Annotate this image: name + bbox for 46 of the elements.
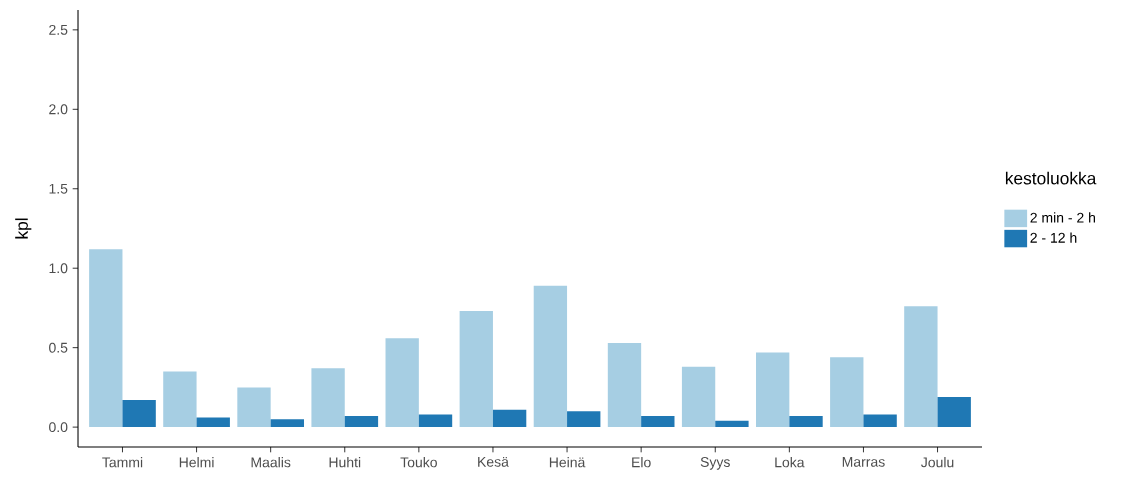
y-tick-label: 1.5	[49, 183, 68, 194]
bar	[385, 338, 419, 428]
x-tick-label: Joulu	[921, 457, 954, 468]
bar	[533, 285, 568, 428]
bar	[904, 306, 938, 428]
bar	[607, 342, 642, 428]
bar	[344, 416, 379, 428]
bar	[830, 357, 864, 428]
x-tick-label: Syys	[700, 457, 730, 470]
y-tick-label: 0.0	[49, 422, 68, 433]
x-tick-label: Touko	[400, 457, 437, 468]
bar	[237, 387, 271, 428]
x-tick-label: Elo	[632, 457, 651, 468]
legend-title: kestoluokka	[1005, 171, 1097, 185]
bar	[715, 420, 749, 428]
bar	[863, 414, 897, 428]
bar	[567, 411, 601, 428]
y-tick-label: 2.0	[49, 104, 68, 115]
x-tick-label: Maalis	[251, 457, 291, 468]
x-tick-label: Loka	[775, 457, 805, 468]
bar	[492, 409, 527, 428]
legend-label: 2 - 12 h	[1030, 232, 1077, 243]
bar	[937, 396, 971, 428]
y-tick-label: 0.5	[49, 342, 68, 353]
bar	[641, 416, 675, 428]
bar	[459, 311, 493, 428]
bar	[789, 416, 823, 428]
bar	[122, 400, 156, 428]
x-tick-label: Heinä	[549, 457, 586, 468]
bar	[163, 371, 197, 428]
x-tick-label: Kesä	[478, 457, 509, 467]
x-tick-label: Marras	[842, 457, 885, 467]
bar	[756, 352, 790, 428]
y-tick-label: 2.5	[49, 24, 68, 35]
bar	[270, 419, 305, 428]
x-tick-label: Helmi	[179, 457, 214, 468]
bar	[681, 366, 716, 428]
bar	[196, 417, 230, 428]
bar	[418, 414, 453, 428]
x-tick-label: Huhti	[329, 457, 361, 468]
legend-label: 2 min - 2 h	[1030, 212, 1095, 223]
x-tick-label: Tammi	[102, 457, 143, 468]
y-axis-title: kpl	[15, 218, 32, 239]
bar	[89, 249, 123, 428]
y-tick-label: 1.0	[49, 263, 68, 274]
bar	[311, 368, 345, 428]
